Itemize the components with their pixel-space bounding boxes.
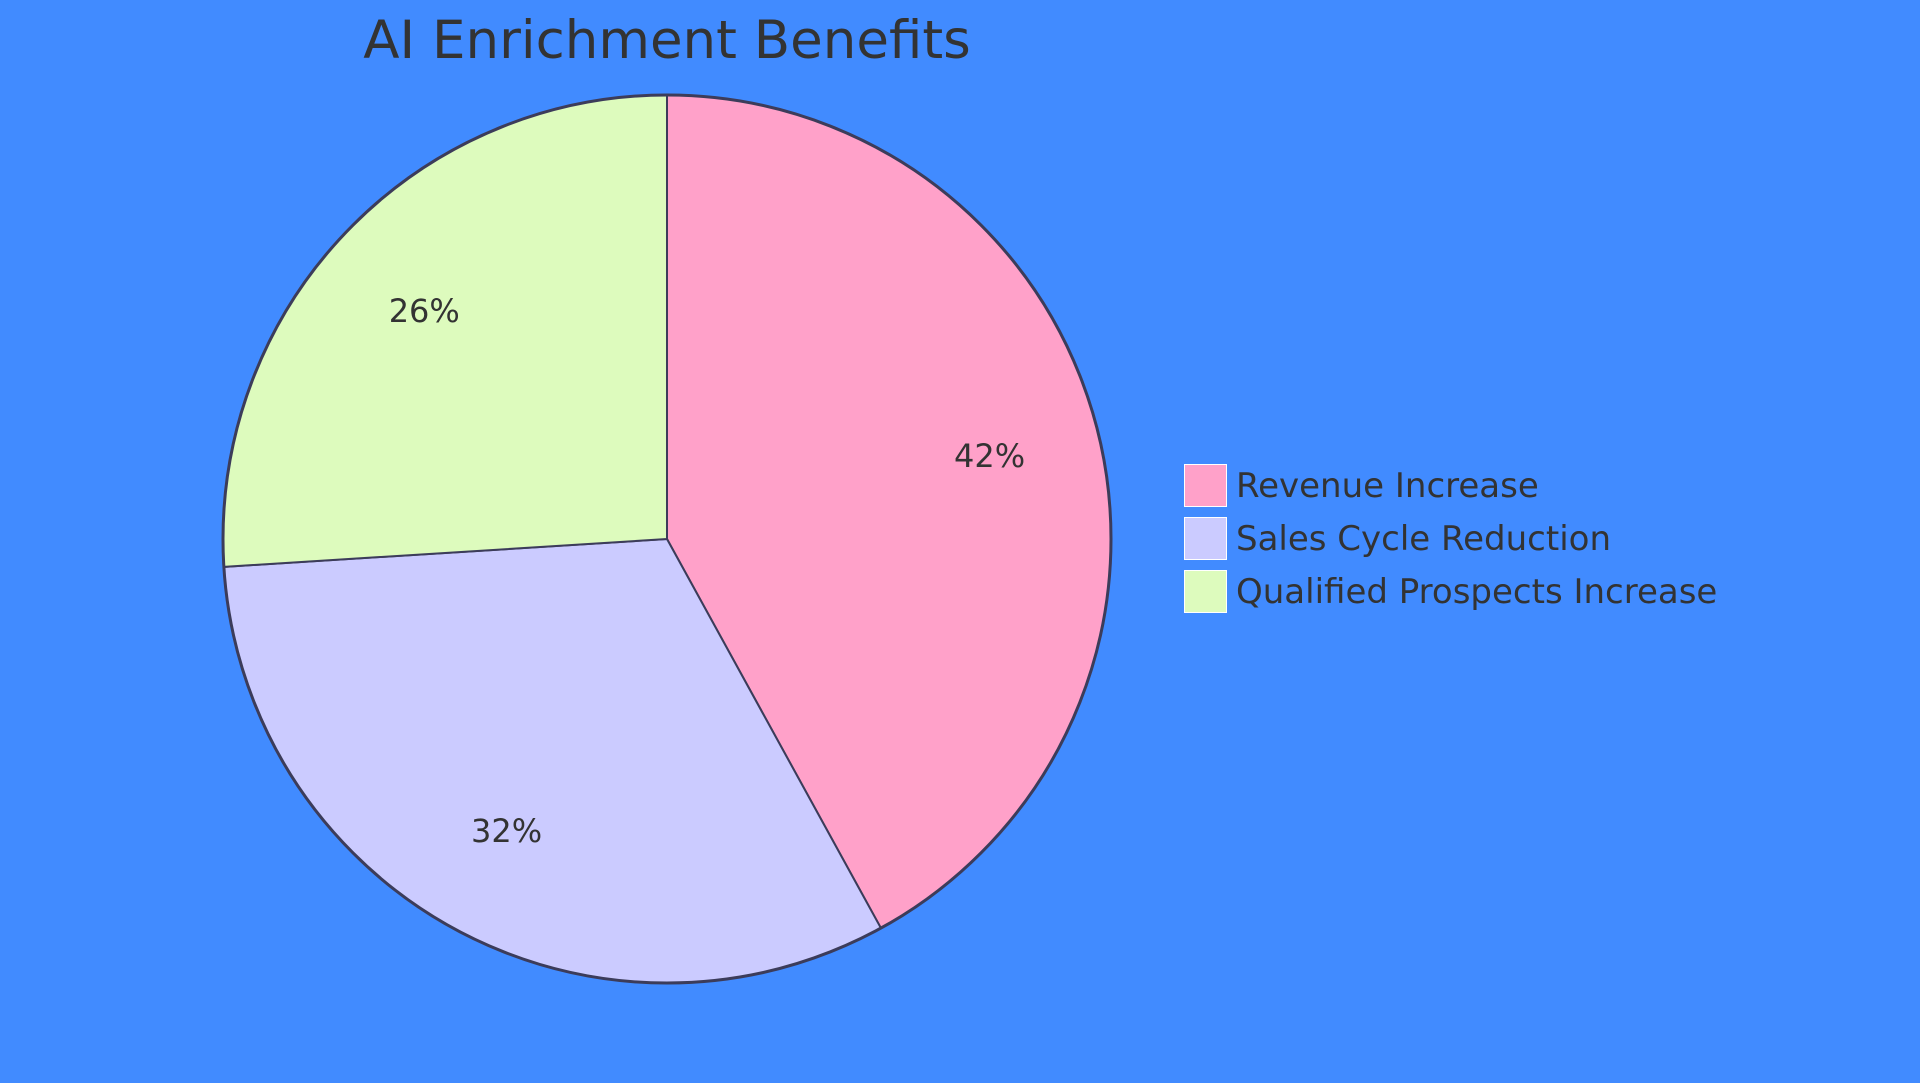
chart-title: AI Enrichment Benefits [363,10,971,71]
pie-outer-ring [221,93,1113,985]
legend-item-qualified-prospects-increase: Qualified Prospects Increase [1184,565,1717,618]
legend-swatch [1184,517,1227,560]
legend: Revenue Increase Sales Cycle Reduction Q… [1184,459,1717,618]
pie-slices [221,93,1113,985]
slice-label-sales-cycle-reduction: 32% [471,812,542,850]
pie-slice-qualified-prospects-increase [222,93,668,568]
slice-label-revenue-increase: 42% [954,437,1025,475]
legend-swatch [1184,464,1227,507]
legend-item-revenue-increase: Revenue Increase [1184,459,1717,512]
legend-label: Sales Cycle Reduction [1236,518,1611,559]
legend-label: Qualified Prospects Increase [1236,571,1718,612]
pie-slice-labels: 42% 32% 26% [389,292,1025,850]
slice-label-qualified-prospects-increase: 26% [389,292,460,330]
legend-item-sales-cycle-reduction: Sales Cycle Reduction [1184,512,1717,565]
legend-swatch [1184,570,1227,613]
legend-label: Revenue Increase [1236,465,1539,506]
